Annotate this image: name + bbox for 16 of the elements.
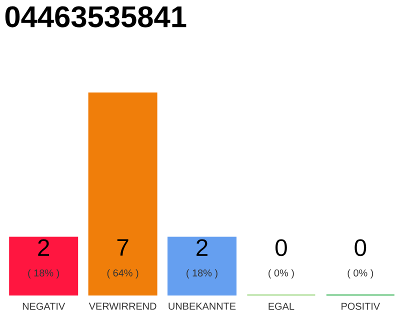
x-tick-label: UNBEKANNTE [168,302,236,310]
data-label: 0 [354,239,366,256]
chart-title: 04463535841 [5,6,186,28]
x-tick-label: POSITIV [342,302,380,310]
annotation: ( 18% ) [186,269,218,278]
x-tick-label: VERWIRREND [88,302,156,310]
data-label: 7 [117,239,128,256]
data-label: 2 [196,239,208,256]
annotation: ( 18% ) [28,269,60,278]
data-label: 0 [275,239,287,256]
x-tick-label: EGAL [268,302,294,310]
annotation: ( 0% ) [268,269,294,278]
data-label: 2 [38,239,50,256]
x-tick-label: NEGATIV [22,302,66,310]
annotation: ( 0% ) [348,269,374,278]
annotation: ( 64% ) [107,269,138,278]
